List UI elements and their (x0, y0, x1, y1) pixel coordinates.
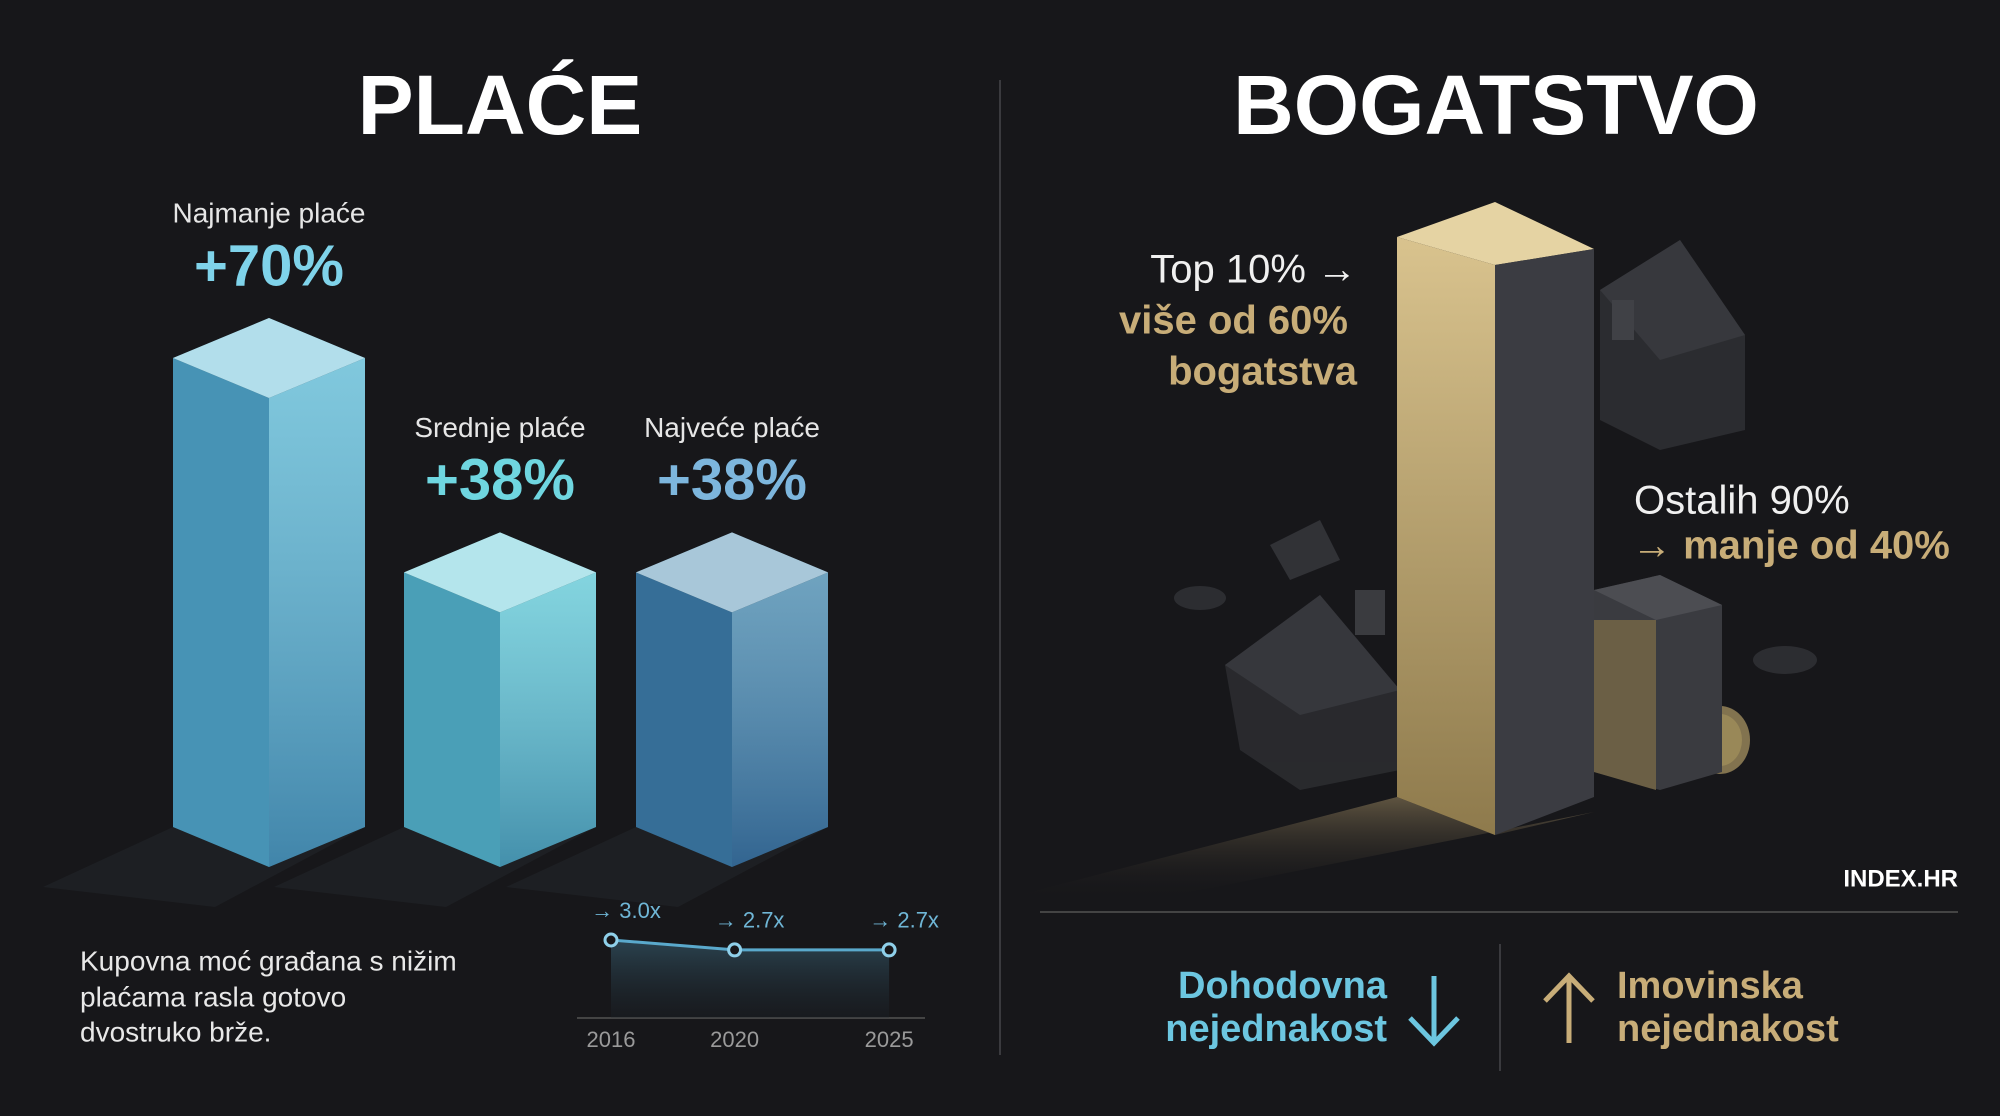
value-label: → 2.7x (869, 908, 939, 933)
line-chart: → 3.0x 2016 → 2.7x 2020 → 2.7x 2025 (577, 898, 939, 1052)
value-label: +70% (194, 233, 344, 298)
gold-bar-top (1397, 202, 1594, 265)
bar-shadow (43, 827, 365, 907)
logo: INDEX.HR (1843, 865, 1958, 892)
bar-front-shade (404, 572, 500, 867)
income-label: Dohodovna (1178, 965, 1388, 1007)
light-beam (1000, 797, 1594, 900)
point (727, 942, 743, 958)
wealth-label: nejednakost (1617, 1008, 1839, 1050)
value-label: +38% (425, 448, 575, 513)
rest-label: → manje od 40% (1632, 524, 1950, 568)
down-arrow (1408, 976, 1460, 1047)
bar-front-shade (173, 358, 269, 867)
rest-label: Ostalih 90% (1634, 479, 1850, 523)
bar-front-shade (636, 572, 732, 867)
small-bar-top (1594, 575, 1722, 620)
bar-top-light (404, 532, 596, 613)
area (611, 940, 890, 1018)
category-label: Najmanje plaće (173, 197, 366, 228)
x-tick-label: 2016 (587, 1027, 636, 1052)
bar (173, 358, 269, 867)
top-label: Top 10% → (1150, 248, 1357, 292)
decor-houses (1174, 240, 1817, 790)
bar-side-light (269, 358, 365, 867)
income-label: nejednakost (1165, 1008, 1387, 1050)
gold-bar-side (1495, 249, 1594, 835)
top-label: bogatstva (1168, 350, 1358, 394)
x-tick-label: 2025 (865, 1027, 914, 1052)
small-bar-face (1594, 620, 1656, 790)
category-label: Srednje plaće (414, 412, 585, 443)
value-label: → 2.7x (715, 908, 785, 933)
value-label: → 3.0x (591, 898, 661, 923)
caption: plaćama rasla gotovo (80, 981, 346, 1012)
caption: dvostruko brže. (80, 1016, 271, 1047)
bar-top-light (636, 532, 828, 613)
bar-side-light (500, 572, 596, 867)
bar (636, 572, 732, 867)
bar-side-light (732, 572, 828, 867)
caption: Kupovna moć građana s nižim (80, 945, 457, 976)
bar-top-light (173, 318, 365, 398)
wealth-label: Imovinska (1617, 965, 1804, 1007)
value-label: +38% (657, 448, 807, 513)
bar-chart: Najmanje plaće +70% Srednje plaće +38% Najve… (43, 197, 828, 907)
left-title: PLAĆE (358, 58, 643, 152)
bar-shadow (506, 827, 828, 907)
gold-bar-face (1397, 237, 1495, 835)
point (881, 942, 897, 958)
category-label: Najveće plaće (644, 412, 820, 443)
bar (404, 572, 500, 867)
point (603, 932, 619, 948)
top-label: više od 60% (1119, 299, 1348, 343)
bar-shadow (274, 827, 596, 907)
right-title: BOGATSTVO (1233, 58, 1759, 152)
up-arrow (1543, 972, 1595, 1043)
x-tick-label: 2020 (710, 1027, 759, 1052)
